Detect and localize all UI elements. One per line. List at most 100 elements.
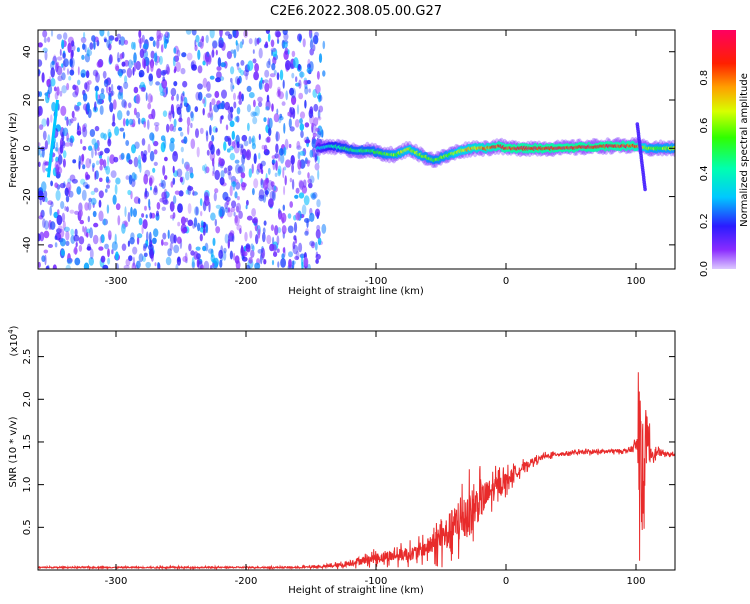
spectrogram-cell (128, 255, 133, 262)
spectrogram-cell (207, 55, 212, 63)
spectrogram-cell (195, 128, 199, 139)
spectrogram-cell (271, 103, 274, 112)
spectrogram-cell (51, 101, 56, 112)
spectrogram-cell (304, 139, 311, 144)
spectrogram-cell (270, 224, 274, 231)
spectrogram-cell (163, 241, 169, 246)
spectrogram-cell (70, 228, 74, 236)
spectrogram-cell (216, 71, 222, 79)
spectrogram-cell (289, 177, 293, 183)
spectrogram-cell (64, 142, 71, 147)
spectrogram-cell (214, 218, 217, 227)
spectrogram-cell (86, 231, 89, 238)
spectrogram-cell (38, 42, 43, 48)
spectrogram-cell (193, 217, 198, 228)
colorbar-tick-label: 0.6 (699, 118, 710, 134)
spectrogram-cell (147, 102, 152, 110)
spectrogram-cell (90, 190, 96, 196)
spectrogram-cell (71, 110, 75, 118)
spectrogram-cell (176, 93, 179, 102)
spectrogram-cell (62, 140, 66, 149)
spectrogram-cell (263, 220, 267, 226)
spectrogram-cell (310, 32, 313, 43)
spectrogram-cell (59, 238, 66, 247)
snr-ticks: -300 -200 -100 0 100 0.5 1.0 1.5 2.0 2.5 (22, 331, 675, 587)
spectrogram-cell (190, 112, 195, 122)
spectrogram-cell (176, 106, 182, 115)
spectrogram-cell (307, 172, 310, 179)
spectrogram-cell (304, 230, 309, 236)
spectrogram-cell (313, 103, 319, 112)
spectrogram-cell (135, 60, 141, 71)
spectrogram-cell (94, 101, 97, 112)
spectrogram-cell (267, 179, 273, 191)
spectrogram-cell (138, 217, 143, 226)
spectrogram-cell (131, 144, 136, 154)
spectrogram-cell (293, 221, 298, 233)
spectrogram-cell (314, 208, 321, 218)
spectrogram-cell (41, 255, 46, 262)
spectrogram-cell (133, 52, 137, 63)
spectrogram-cell (241, 38, 245, 45)
spectrogram-cell (190, 111, 194, 119)
spectrogram-cell (132, 256, 135, 267)
spectrogram-cell (230, 66, 235, 75)
spectrogram-cell (295, 187, 300, 194)
spectrogram-cell (185, 30, 192, 35)
spectrogram-cell (59, 48, 62, 57)
spectrogram-cell (213, 192, 217, 202)
spectrogram-cell (102, 70, 107, 79)
spectrogram-cell (225, 207, 229, 213)
spectrogram-frame (37, 29, 676, 270)
spectrogram-cell (280, 212, 287, 223)
spectrogram-cell (63, 58, 69, 68)
spectrogram-cell (272, 56, 277, 65)
spectrogram-cell (253, 71, 259, 81)
spectrogram-cell (285, 90, 289, 101)
spectrogram-cell (199, 127, 204, 135)
spectrogram-cell (250, 243, 254, 250)
spectrogram-cell (266, 136, 271, 143)
spectrogram-cell (267, 33, 271, 42)
spectrogram-cell (247, 122, 250, 132)
spectrogram-cell (125, 118, 129, 127)
spectrogram-cell (187, 219, 194, 227)
snr-xtick-label: -300 (105, 576, 128, 587)
spectrogram-cell (53, 86, 57, 92)
spectrogram-cell (100, 234, 105, 244)
spectrogram-cell (211, 258, 217, 264)
spectrogram-cell (129, 237, 135, 245)
spectrogram-cell (70, 118, 74, 124)
spectrogram-cell (272, 48, 278, 57)
spectrogram-cell (298, 242, 303, 253)
spectrogram-cell (92, 210, 97, 218)
spectrogram-cell (70, 44, 76, 52)
spectrogram-cell (265, 30, 270, 34)
snr-xtick-label: 0 (503, 576, 509, 587)
spectrogram-cell (202, 108, 205, 116)
spectrogram-cell (245, 149, 252, 161)
snr-xtick-label: 100 (626, 576, 645, 587)
spectrogram-cell (207, 248, 214, 254)
spectrogram-cell (38, 105, 43, 116)
spectrogram-cell (169, 201, 175, 212)
spectrogram-cell (197, 49, 201, 60)
spectrogram-cell (296, 140, 301, 149)
spectrogram-cell (252, 111, 258, 117)
spectrogram-cell (273, 251, 278, 257)
spectrogram-cell (258, 133, 261, 141)
spectrogram-cell (59, 144, 64, 154)
spectrogram-cell (44, 140, 49, 150)
spectrogram-cell (201, 35, 205, 43)
spectrogram-cell (94, 142, 99, 150)
spectrogram-cell (180, 146, 184, 153)
spectrogram-cell (289, 126, 295, 132)
spectrogram-cell (133, 86, 139, 94)
spectrogram-cell (52, 264, 57, 269)
spectrogram-cell (87, 243, 91, 251)
spectrogram-cell (99, 158, 104, 166)
spectrogram-cell (124, 75, 128, 84)
spectrogram-cell (176, 49, 181, 57)
spectrogram-cell (245, 264, 251, 269)
spectrogram-cell (142, 219, 148, 230)
